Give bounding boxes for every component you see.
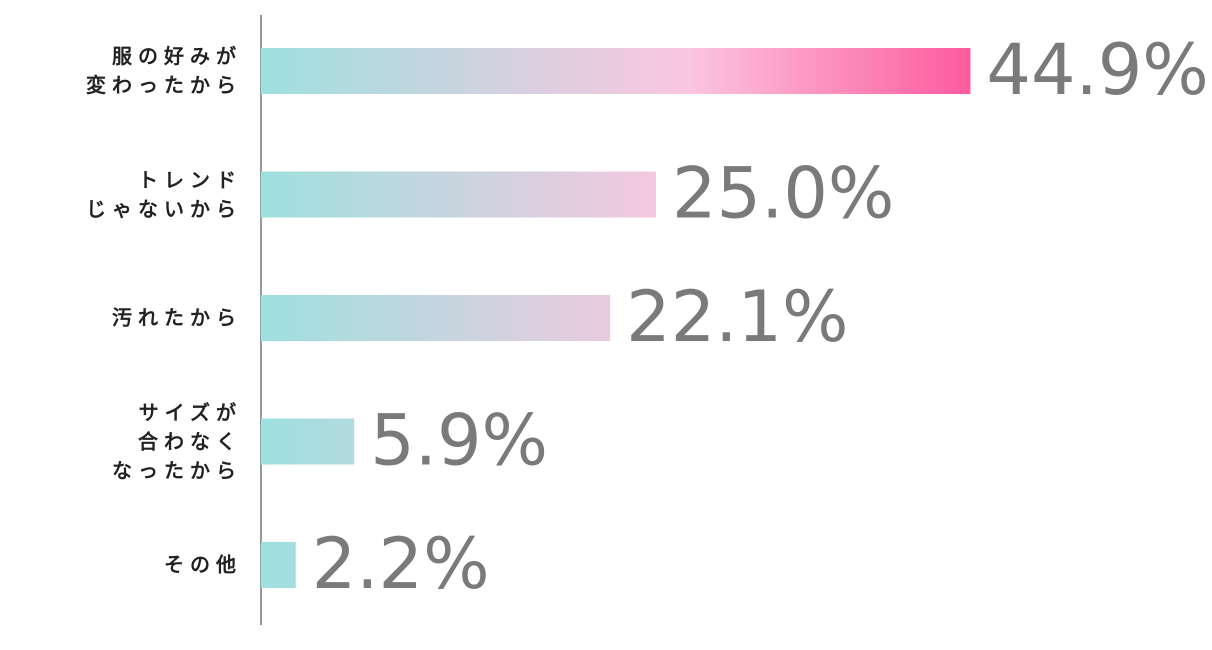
category-label: トレンド じゃないから	[86, 167, 242, 221]
bar	[261, 418, 355, 465]
value-label: 5.9%	[370, 400, 548, 482]
category-label: その他	[164, 552, 242, 577]
bar	[261, 295, 611, 341]
bar	[261, 171, 656, 218]
value-label: 25.0%	[672, 153, 894, 235]
category-label: 服の好みが 変わったから	[86, 44, 242, 97]
value-label: 22.1%	[626, 276, 848, 358]
category-label: 汚れたから	[112, 305, 242, 330]
bar	[261, 542, 296, 588]
value-label: 2.2%	[312, 523, 490, 605]
category-label: サイズが 合わなく なったから	[112, 400, 242, 482]
bar	[261, 48, 971, 94]
value-label: 44.9%	[986, 29, 1208, 111]
